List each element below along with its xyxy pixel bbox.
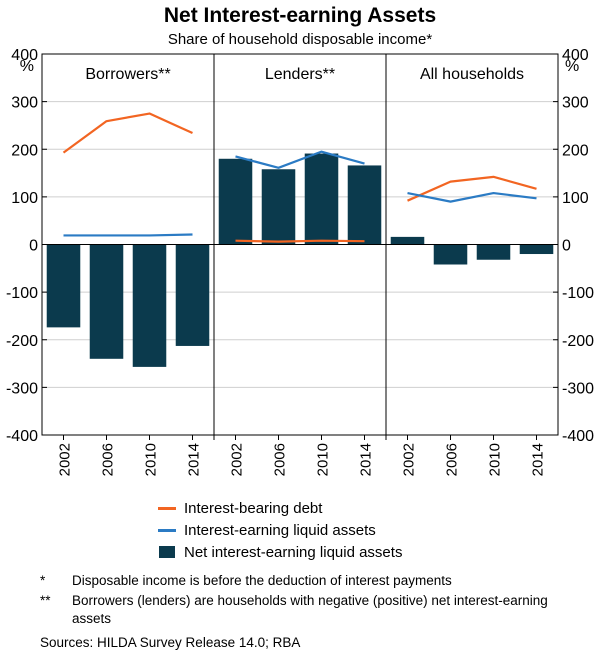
chart-subtitle: Share of household disposable income*	[168, 31, 433, 48]
footnote-1-mark: *	[40, 573, 46, 588]
xtick-label-panel3-2010: 2010	[487, 443, 504, 476]
ytick-label-left-400: 400	[11, 47, 38, 64]
legend-swatch-debt	[158, 506, 176, 510]
bar-panel2-2010	[304, 153, 339, 245]
bar-panel1-2010	[132, 244, 167, 367]
xtick-label-panel3-2014: 2014	[530, 443, 547, 476]
ytick-label-right-400: 400	[562, 47, 589, 64]
xtick-label-panel2-2006: 2006	[272, 443, 289, 476]
footnote-1-text: Disposable income is before the deductio…	[72, 573, 452, 588]
line-panel1-liquid-assets	[63, 233, 193, 237]
line-panel1-debt	[62, 112, 193, 154]
legend-item-liquid-assets: Interest-earning liquid assets	[158, 519, 402, 541]
xtick-label-panel2-2002: 2002	[229, 443, 246, 476]
bar-panel3-2014	[519, 244, 554, 255]
legend-label-liquid-assets: Interest-earning liquid assets	[184, 521, 376, 539]
legend-item-debt: Interest-bearing debt	[158, 497, 402, 519]
chart: Net Interest-earning Assets Share of hou…	[6, 4, 594, 476]
bar-panel1-2002	[46, 244, 81, 328]
ytick-label-right-100: 100	[562, 190, 589, 207]
ytick-label-left-0: 0	[29, 238, 38, 255]
footnotes: * Disposable income is before the deduct…	[40, 572, 580, 652]
legend-item-net-assets: Net interest-earning liquid assets	[158, 541, 402, 563]
ytick-label-left--200: -200	[6, 333, 38, 350]
xtick-label-panel3-2002: 2002	[401, 443, 418, 476]
bar-panel2-2006	[261, 169, 296, 245]
xtick-label-panel3-2006: 2006	[444, 443, 461, 476]
ytick-label-right-200: 200	[562, 142, 589, 159]
bar-panel2-2002	[218, 158, 253, 245]
ytick-label-left--400: -400	[6, 428, 38, 445]
bar-panel1-2006	[89, 244, 124, 359]
ytick-label-right--400: -400	[562, 428, 594, 445]
y-unit-left: %	[20, 58, 34, 75]
legend-label-debt: Interest-bearing debt	[184, 499, 323, 517]
ytick-label-right-300: 300	[562, 95, 589, 112]
ytick-label-left--300: -300	[6, 380, 38, 397]
footnote-2: ** Borrowers (lenders) are households wi…	[40, 592, 580, 628]
y-unit-right: %	[565, 58, 579, 75]
line-panel2-liquid-assets	[235, 150, 365, 169]
ytick-label-right--300: -300	[562, 380, 594, 397]
ytick-label-left--100: -100	[6, 285, 38, 302]
footnote-2-text: Borrowers (lenders) are households with …	[72, 593, 548, 626]
bar-panel2-2014	[347, 165, 382, 245]
bar-panel3-2006	[433, 244, 468, 265]
bar-panel1-2014	[175, 244, 210, 346]
legend-label-net-assets: Net interest-earning liquid assets	[184, 543, 403, 561]
bar-panel3-2010	[476, 244, 511, 260]
xtick-label-panel1-2014: 2014	[186, 443, 203, 476]
xtick-label-panel1-2002: 2002	[57, 443, 74, 476]
line-panel2-debt	[235, 239, 365, 243]
line-panel3-liquid-assets	[407, 191, 537, 203]
footnote-1: * Disposable income is before the deduct…	[40, 572, 580, 590]
chart-title: Net Interest-earning Assets	[164, 4, 436, 27]
ytick-label-right--200: -200	[562, 333, 594, 350]
footnote-2-mark: **	[40, 593, 51, 608]
legend-swatch-liquid-assets	[158, 528, 176, 532]
plot-area: Borrowers**2002 2006 2010 2014Lenders**2002…	[6, 47, 594, 476]
ytick-label-right-0: 0	[562, 238, 571, 255]
ytick-label-left-100: 100	[11, 190, 38, 207]
xtick-label-panel1-2006: 2006	[100, 443, 117, 476]
legend-swatch-net-assets	[159, 546, 175, 558]
xtick-label-panel2-2014: 2014	[358, 443, 375, 476]
legend: Interest-bearing debt Interest-earning l…	[158, 497, 402, 563]
xtick-label-panel2-2010: 2010	[315, 443, 332, 476]
panel-title-2: Lenders**	[265, 66, 335, 83]
ytick-label-left-300: 300	[11, 95, 38, 112]
xtick-label-panel1-2010: 2010	[143, 443, 160, 476]
ytick-label-left-200: 200	[11, 142, 38, 159]
ytick-label-right--100: -100	[562, 285, 594, 302]
panel-title-1: Borrowers**	[85, 66, 170, 83]
panel-title-3: All households	[420, 66, 524, 83]
line-panel3-debt	[407, 175, 537, 202]
bar-panel3-2002	[390, 236, 425, 245]
sources: Sources: HILDA Survey Release 14.0; RBA	[40, 635, 301, 650]
